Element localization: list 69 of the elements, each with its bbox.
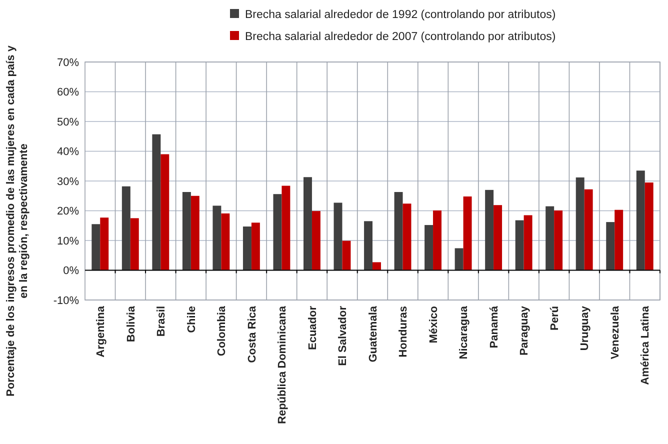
x-tick-label: Guatemala [367,305,380,362]
x-tick-label: Venezuela [609,305,622,360]
x-tick-label: Panamá [488,305,500,348]
bar [251,222,260,270]
bar [160,154,170,270]
bar [190,196,200,270]
bar [584,189,593,270]
y-tick-label: 30% [56,176,80,188]
bar [334,202,342,270]
bar [433,210,442,270]
x-tick-label: Honduras [398,306,410,358]
bar [394,192,403,270]
x-tick-label: Chile [186,306,198,333]
bar [546,206,554,270]
x-tick-label: Colombia [216,305,228,356]
bar [454,248,464,270]
y-tick-label: 10% [56,235,80,248]
bar [402,204,412,270]
x-tick-label: Bolivia [125,305,138,342]
bar [221,213,230,270]
bar [554,210,563,270]
x-tick-label: Uruguay [579,305,592,351]
bar [342,240,351,270]
x-tick-label: América Latina [640,305,652,385]
bar [463,196,472,270]
x-tick-label: El Salvador [337,305,350,366]
y-tick-label: 60% [56,86,80,99]
y-tick-label: 50% [56,116,80,128]
x-tick-label: Costa Rica [246,305,258,363]
bar [242,226,252,270]
bar [524,215,532,270]
bar [282,186,290,270]
x-tick-label: Paraguay [518,305,531,356]
bar [92,224,100,270]
bar [485,190,494,270]
bar [614,210,624,270]
bar [364,221,372,270]
bar [273,194,282,270]
y-tick-label: 70% [56,56,80,69]
y-tick-label: 0% [63,265,80,278]
bar [122,186,130,270]
bar [100,218,109,270]
x-tick-label: Ecuador [306,305,319,350]
x-tick-label: México [428,306,440,344]
bar [372,262,381,270]
bar [636,170,645,270]
bar [304,177,312,270]
x-tick-label: Nicaragua [458,305,470,360]
bar [312,211,320,270]
x-tick-label: Perú [548,306,561,330]
y-tick-label: 20% [56,206,80,218]
y-axis-title: Porcentaje de los ingresos promedio de las mujeres en cada país y en la región, respectivamente [5,44,30,396]
bar [515,220,524,270]
bar [130,218,139,270]
bar [644,182,654,270]
legend-label: Brecha salarial alrededor de 2007 (controlando por atributos) [245,31,556,43]
x-tick-label: Brasil [156,306,168,337]
y-tick-label: -10% [53,294,80,307]
x-tick-label: Argentina [94,305,107,358]
y-tick-label: 40% [56,146,80,158]
legend-label: Brecha salarial alrededor de 1992 (controlando por atributos) [245,9,556,21]
bar [576,177,584,270]
bar [424,225,434,270]
x-tick-label: República Dominicana [276,305,289,424]
bar [182,192,191,270]
bar [494,205,502,270]
bar [152,134,161,270]
bar [606,222,615,270]
bar [212,206,222,270]
